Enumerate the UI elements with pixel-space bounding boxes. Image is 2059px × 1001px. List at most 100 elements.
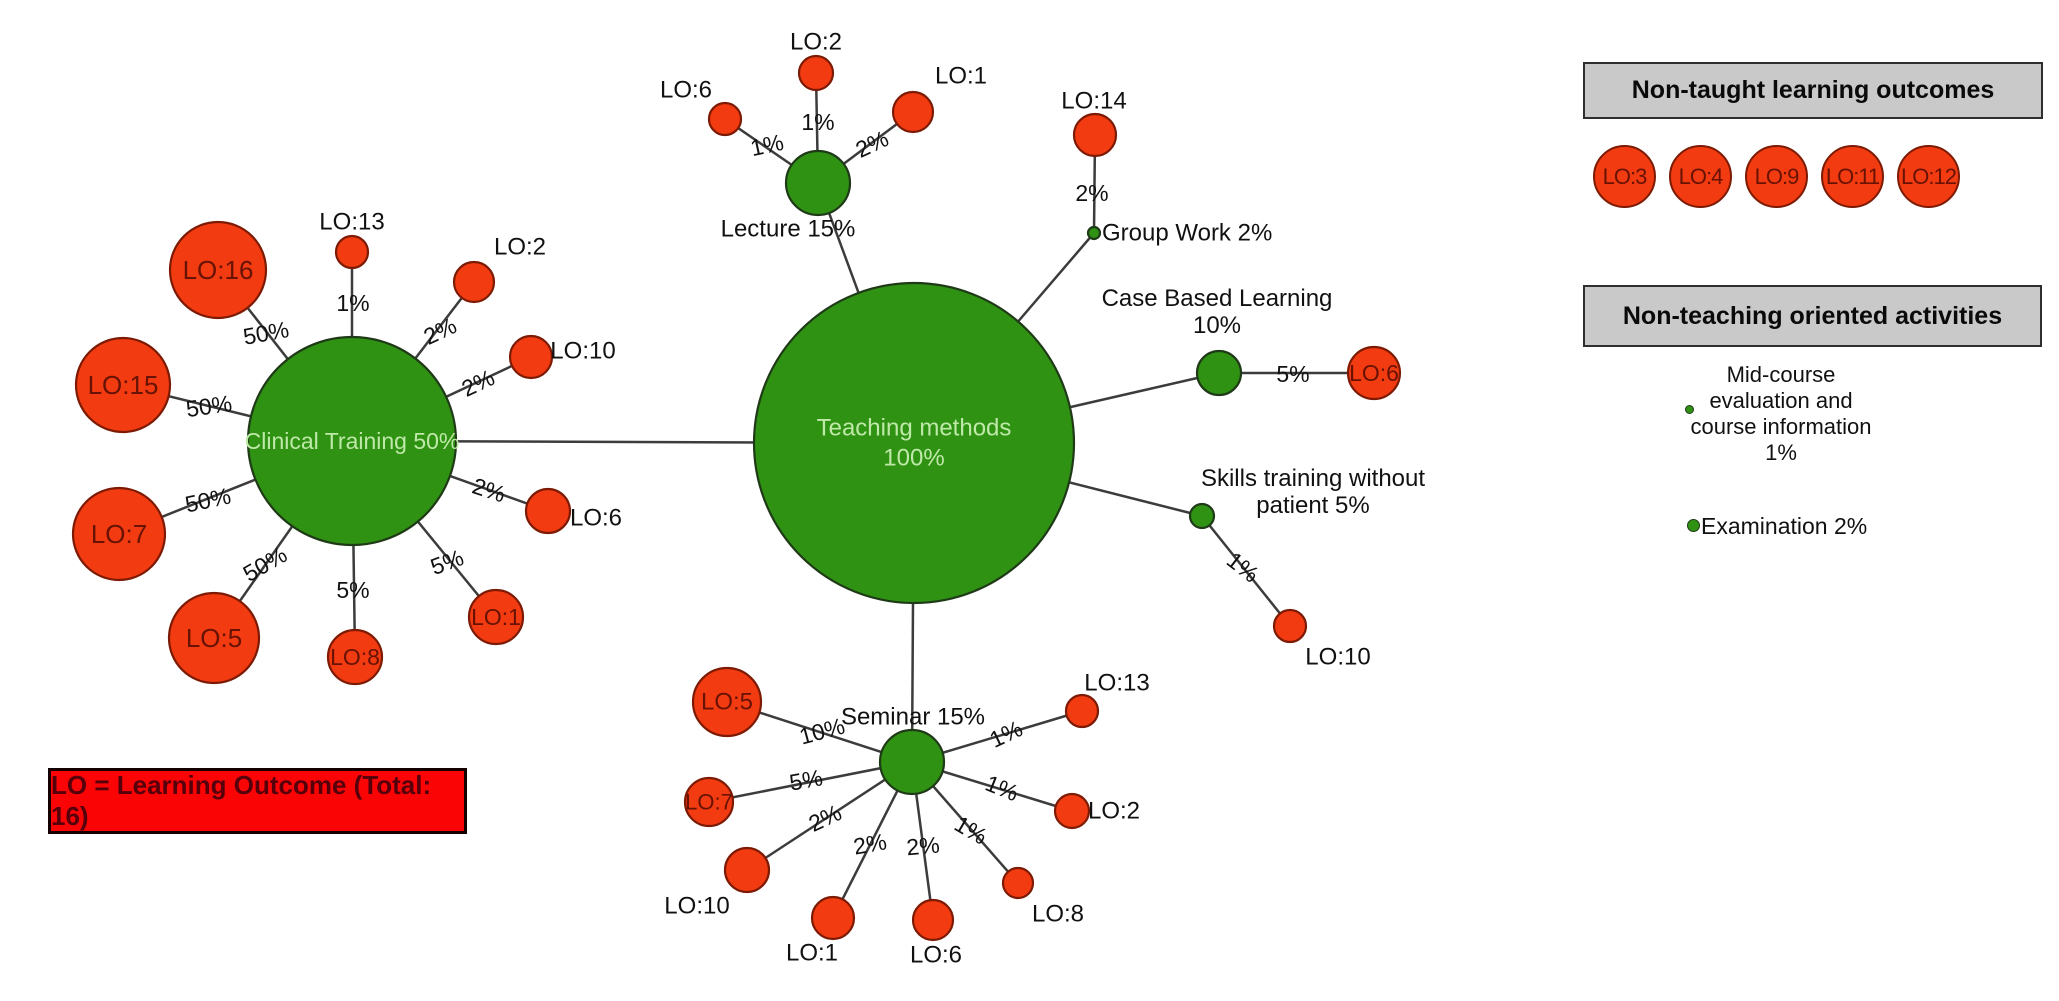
lo-note-box: LO = Learning Outcome (Total: 16) xyxy=(48,768,467,834)
node-lec-lo2 xyxy=(797,54,835,92)
legend-non-taught-title: Non-taught learning outcomes xyxy=(1631,76,1995,104)
node-teaching xyxy=(752,281,1076,605)
non-taught-circle-3: LO:11 xyxy=(1821,145,1884,208)
edge-label: 5% xyxy=(1276,361,1309,387)
node-sem-lo5 xyxy=(691,666,763,738)
node-ct-lo13 xyxy=(334,234,370,270)
node-sk-lo10 xyxy=(1272,608,1308,644)
node-clinical xyxy=(246,335,458,547)
node-lec-lo6 xyxy=(707,101,743,137)
node-label-ct-lo1: LO:1 xyxy=(471,604,521,630)
edge-label: 50% xyxy=(241,316,291,350)
node-seminar xyxy=(878,728,946,796)
edge-label: 5% xyxy=(787,764,824,795)
label-sk-lo10: LO:10 xyxy=(1305,644,1370,671)
edge-label: 1% xyxy=(1222,547,1264,588)
edge-label: 50% xyxy=(183,482,233,517)
node-label-cb-lo6: LO:6 xyxy=(1349,360,1399,386)
edge-skills-sk-lo10 xyxy=(1201,515,1291,627)
node-ct-lo15 xyxy=(74,336,172,434)
label-sem-lo8: LO:8 xyxy=(1032,901,1084,928)
label-ct-lo6: LO:6 xyxy=(570,505,622,532)
node-ct-lo2 xyxy=(452,260,496,304)
label-ct-lo13: LO:13 xyxy=(319,209,384,236)
node-ct-lo16 xyxy=(168,220,268,320)
label-gw-lo14: LO:14 xyxy=(1061,88,1126,115)
node-label-ct-lo16: LO:16 xyxy=(183,255,254,285)
skills-title: Skills training without patient 5% xyxy=(1201,465,1425,519)
label-sem-lo13: LO:13 xyxy=(1084,670,1149,697)
node-cb-lo6 xyxy=(1346,345,1402,401)
group-work-title: Group Work 2% xyxy=(1102,220,1272,247)
node-group-work xyxy=(1086,225,1102,241)
node-ct-lo5 xyxy=(167,591,261,685)
edge-label: 2% xyxy=(804,799,845,837)
mid-course-dot-icon xyxy=(1685,405,1694,414)
edge-label: 2% xyxy=(905,832,940,861)
node-label-ct-lo5: LO:5 xyxy=(186,623,242,653)
edge-label: 2% xyxy=(1075,180,1108,206)
label-lec-lo2: LO:2 xyxy=(790,29,842,56)
edge-seminar-sem-lo7 xyxy=(708,760,913,804)
mid-course-label: Mid-course evaluation and course informa… xyxy=(1690,362,1872,465)
node-sem-lo7 xyxy=(683,776,735,828)
examination-label: Examination 2% xyxy=(1701,513,1868,539)
seminar-title: Seminar 15% xyxy=(841,704,985,731)
non-taught-circle-2: LO:9 xyxy=(1745,145,1808,208)
legend-non-taught-box: Non-taught learning outcomes xyxy=(1583,62,2043,119)
node-label-ct-lo8: LO:8 xyxy=(330,644,380,670)
label-sem-lo1: LO:1 xyxy=(786,940,838,967)
node-sem-lo8 xyxy=(1001,866,1035,900)
case-based-title: Case Based Learning 10% xyxy=(1102,285,1333,339)
edge-label: 1% xyxy=(982,770,1023,807)
node-label-clinical: Clinical Training 50% xyxy=(245,428,460,454)
label-lec-lo6: LO:6 xyxy=(660,77,712,104)
node-lec-lo1 xyxy=(891,90,935,134)
node-ct-lo6 xyxy=(524,487,572,535)
lecture-title: Lecture 15% xyxy=(721,216,856,243)
edge-label: 50% xyxy=(184,390,233,422)
node-sem-lo1 xyxy=(810,895,856,941)
edge-label: 1% xyxy=(801,109,834,135)
edge-label: 1% xyxy=(985,715,1026,753)
edge-label: 50% xyxy=(239,541,292,587)
legend-non-teaching-title: Non-teaching oriented activities xyxy=(1622,301,2003,330)
non-taught-circle-0: LO:3 xyxy=(1593,145,1656,208)
label-lec-lo1: LO:1 xyxy=(935,63,987,90)
edge-label: 1% xyxy=(950,810,992,849)
edge-label: 1% xyxy=(336,290,369,316)
node-sem-lo2 xyxy=(1053,792,1091,830)
node-ct-lo8 xyxy=(326,628,384,686)
edge-label: 2% xyxy=(457,364,498,402)
label-sem-lo10: LO:10 xyxy=(664,893,729,920)
lo-note-text: LO = Learning Outcome (Total: 16) xyxy=(51,770,432,831)
node-label-ct-lo7: LO:7 xyxy=(91,519,147,549)
node-lecture xyxy=(784,149,852,217)
node-label-ct-lo15: LO:15 xyxy=(88,370,159,400)
non-taught-circles: LO:3 LO:4 LO:9 LO:11 LO:12 xyxy=(1593,145,1960,208)
node-label-sem-lo7: LO:7 xyxy=(685,790,733,815)
node-sem-lo10 xyxy=(723,846,771,894)
node-ct-lo1 xyxy=(467,588,525,646)
node-ct-lo10 xyxy=(508,334,554,380)
node-label-teaching: Teaching methods 100% xyxy=(817,415,1012,472)
node-skills xyxy=(1188,502,1216,530)
legend-non-teaching-box: Non-teaching oriented activities xyxy=(1583,285,2042,347)
node-gw-lo14 xyxy=(1072,112,1118,158)
examination-dot-icon xyxy=(1687,519,1700,532)
label-sem-lo6: LO:6 xyxy=(910,942,962,969)
edge-label: 5% xyxy=(336,577,369,603)
non-taught-circle-4: LO:12 xyxy=(1897,145,1960,208)
edge-label: 2% xyxy=(851,828,888,859)
node-ct-lo7 xyxy=(71,486,167,582)
node-case-based xyxy=(1195,349,1243,397)
label-ct-lo2: LO:2 xyxy=(494,234,546,261)
node-sem-lo13 xyxy=(1064,693,1100,729)
node-sem-lo6 xyxy=(911,898,955,942)
edge-label: 2% xyxy=(469,472,509,507)
label-sem-lo2: LO:2 xyxy=(1088,798,1140,825)
node-label-sem-lo5: LO:5 xyxy=(701,689,753,716)
label-ct-lo10: LO:10 xyxy=(550,338,615,365)
